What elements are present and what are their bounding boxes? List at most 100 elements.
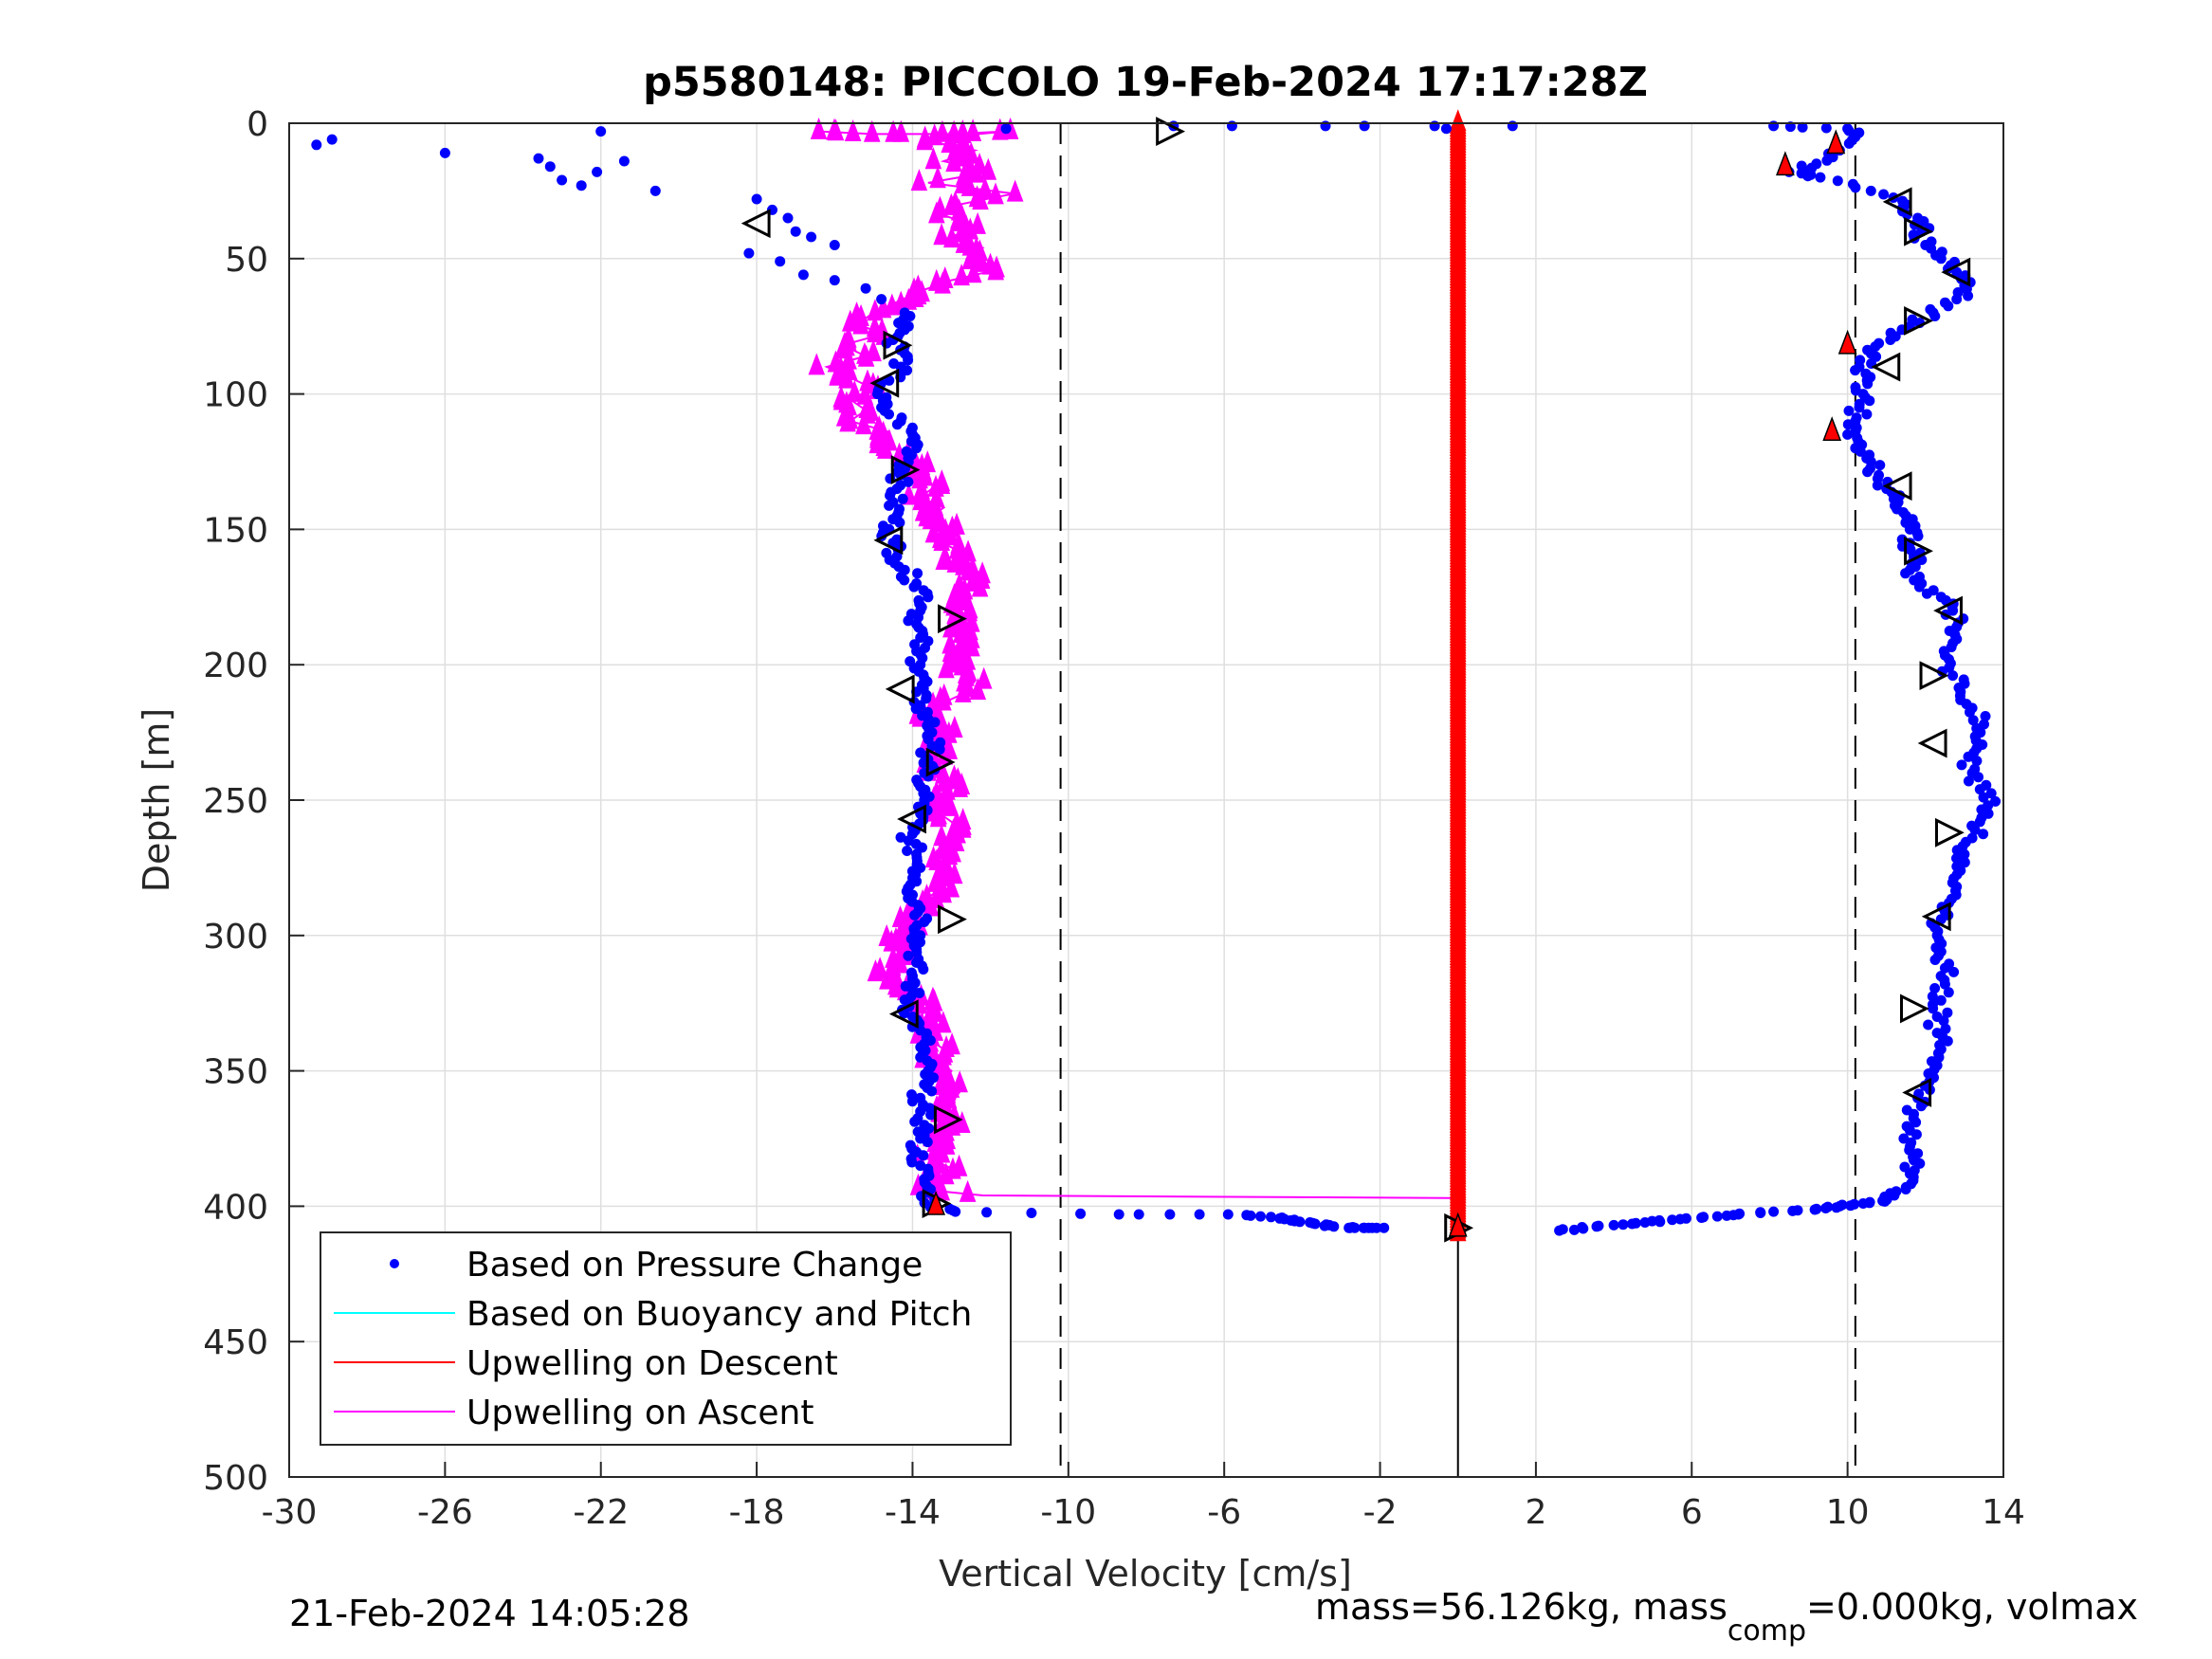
ascent-point (876, 436, 894, 459)
pressure-point (1901, 1121, 1912, 1132)
pressure-point (649, 185, 661, 196)
pressure-point (912, 568, 923, 579)
pressure-point (1971, 756, 1983, 767)
ascent-point (846, 379, 864, 402)
y-tick-label: 200 (203, 647, 268, 685)
ascent-point (960, 173, 978, 196)
pressure-point (1000, 123, 1012, 135)
direction-arrow-marker (938, 904, 967, 935)
ascent-point (975, 666, 993, 689)
direction-arrow-marker (740, 209, 771, 239)
ascent-point (941, 793, 960, 816)
pressure-point (1940, 297, 1950, 308)
direction-arrow-marker (890, 455, 921, 484)
ascent-point (987, 182, 1004, 205)
pressure-point (806, 231, 817, 243)
ascent-point (855, 412, 872, 435)
pressure-point (1952, 287, 1964, 298)
pressure-point (903, 950, 914, 961)
pressure-point (1959, 857, 1970, 868)
pressure-point (914, 988, 925, 998)
pressure-point (1931, 1028, 1943, 1039)
pressure-point (1266, 1212, 1276, 1223)
direction-arrow-marker (873, 525, 904, 556)
pressure-point (909, 909, 921, 921)
pressure-point (981, 1207, 993, 1218)
pressure-point (1832, 175, 1843, 187)
ascent-point (867, 959, 885, 982)
footer-mass-a: mass=56.126kg, mass (1315, 1586, 1728, 1628)
pressure-point (775, 256, 786, 267)
ascent-point (829, 363, 846, 386)
pressure-point (903, 615, 914, 627)
pressure-point (1222, 1209, 1234, 1220)
ascent-point (933, 528, 951, 551)
pressure-point (1935, 994, 1947, 1006)
direction-arrow-marker (1899, 994, 1929, 1024)
pressure-point (1927, 991, 1938, 1002)
pressure-point (743, 247, 755, 259)
ascent-point (935, 547, 953, 570)
pressure-point (1860, 368, 1872, 379)
pressure-point (1440, 123, 1452, 135)
pressure-point (1979, 719, 1989, 730)
pressure-point (903, 476, 914, 487)
ascent-point (929, 805, 947, 828)
ascent-point (979, 157, 997, 180)
pressure-point (533, 153, 544, 164)
pressure-point (893, 318, 905, 329)
pressure-point (1593, 1220, 1604, 1231)
legend-label-descent: Upwelling on Descent (466, 1344, 838, 1383)
x-tick-label: -10 (1040, 1493, 1096, 1532)
legend-item-descent: Upwelling on Descent (334, 1344, 838, 1383)
pressure-point (1942, 1007, 1953, 1018)
direction-arrow-marker (1904, 306, 1933, 336)
pressure-point (557, 174, 568, 186)
pressure-point (1667, 1214, 1678, 1226)
pressure-point (1978, 829, 1989, 840)
ascent-point (954, 680, 972, 702)
series-upwelling-ascent (808, 117, 1455, 1220)
direction-arrow-marker (1917, 728, 1947, 758)
x-tick-label: -6 (1207, 1493, 1241, 1532)
legend-item-pressure: Based on Pressure Change (390, 1246, 923, 1285)
highlight-triangle-marker (1776, 151, 1795, 176)
highlight-triangle-marker (1826, 129, 1846, 155)
ascent-point (925, 123, 943, 146)
pressure-point (1935, 971, 1947, 982)
direction-arrow-marker (1941, 257, 1971, 287)
direction-arrow-marker (883, 330, 913, 360)
ascent-point (838, 366, 855, 389)
pressure-point (1891, 1186, 1902, 1197)
pressure-point (1698, 1212, 1709, 1223)
pressure-point (1951, 266, 1963, 278)
direction-arrow-marker (1882, 187, 1912, 217)
ascent-point (964, 119, 982, 142)
ascent-point (910, 169, 928, 191)
grid-lines (288, 122, 2004, 1478)
legend-label-ascent: Upwelling on Ascent (466, 1394, 814, 1432)
ascent-point (934, 271, 951, 294)
ascent-point (808, 353, 826, 375)
pressure-point (1914, 571, 1925, 582)
ascent-point (943, 226, 960, 248)
ascent-point (987, 258, 1005, 281)
pressure-point (797, 269, 809, 281)
pressure-point (1366, 1222, 1378, 1233)
x-tick-label: -22 (573, 1493, 629, 1532)
ascent-point (1006, 179, 1024, 202)
pressure-point (1133, 1209, 1144, 1220)
pressure-point (903, 355, 914, 366)
pressure-point (1842, 428, 1854, 440)
pressure-point (439, 147, 450, 158)
y-axis-ticks: 0 50 100 150 200 250 300 350 400 450 500 (203, 105, 304, 1498)
x-axis-ticks: -30 -26 -22 -18 -14 -10 -6 -2 2 6 10 14 (262, 1462, 2025, 1532)
pressure-point (1245, 1210, 1256, 1221)
ascent-point (916, 128, 934, 151)
pressure-point (1865, 185, 1876, 196)
pressure-point (1608, 1219, 1619, 1231)
ascent-point (938, 656, 955, 679)
pressure-point (1811, 1203, 1822, 1214)
pressure-point (1935, 592, 1947, 603)
